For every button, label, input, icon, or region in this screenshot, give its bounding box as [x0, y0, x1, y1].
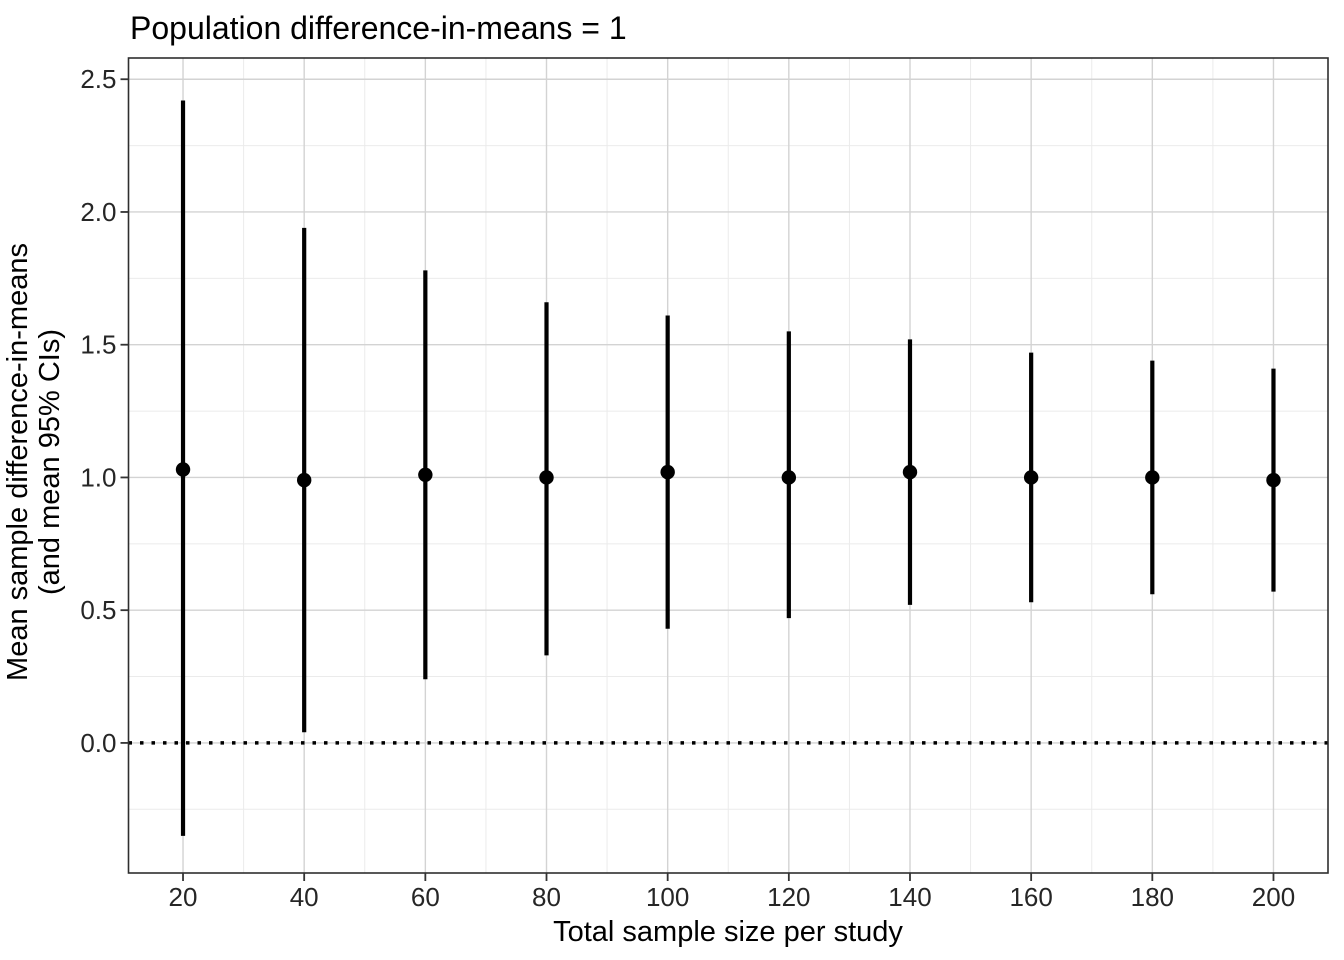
mean-point	[418, 467, 433, 482]
mean-point	[296, 472, 312, 488]
x-tick-label: 80	[532, 882, 561, 912]
y-axis-title-line1: Mean sample difference-in-means	[2, 243, 34, 681]
y-tick-label: 2.5	[80, 64, 116, 94]
mean-point	[1023, 470, 1039, 485]
axis-tick-labels: 0.0 0.5 1.0 1.5 2.0 2.5 20 40 60 80 100 120 140 160 18…	[80, 64, 1295, 912]
x-tick-label: 160	[1009, 882, 1052, 912]
x-tick-label: 140	[888, 882, 931, 912]
y-tick-label: 2.0	[80, 197, 116, 227]
x-tick-label: 180	[1131, 882, 1174, 912]
x-tick-label: 200	[1252, 882, 1295, 912]
y-tick-label: 0.5	[80, 595, 116, 625]
mean-points	[175, 462, 1281, 488]
x-tick-label: 100	[646, 882, 689, 912]
x-tick-label: 20	[169, 882, 198, 912]
panel-border	[127, 57, 1329, 874]
mean-point	[1145, 470, 1160, 485]
x-tick-label: 60	[411, 882, 440, 912]
mean-point	[1266, 472, 1281, 488]
plot-title: Population difference-in-means = 1	[130, 10, 627, 46]
y-tick-label: 1.0	[80, 462, 116, 492]
x-tick-label: 40	[290, 882, 319, 912]
axis-ticks	[120, 78, 1275, 881]
mean-point	[660, 464, 675, 480]
mean-point	[175, 462, 191, 477]
y-tick-label: 1.5	[80, 330, 116, 360]
grid-minor	[128, 58, 1328, 873]
y-tick-label: 0.0	[80, 728, 116, 758]
x-axis-title: Total sample size per study	[553, 916, 903, 948]
y-axis-title-line2: (and mean 95% CIs)	[34, 329, 66, 595]
panel-border-group	[127, 57, 1329, 874]
x-tick-label: 120	[767, 882, 810, 912]
mean-point	[902, 464, 918, 480]
mean-point	[539, 470, 554, 485]
mean-point	[781, 470, 797, 485]
